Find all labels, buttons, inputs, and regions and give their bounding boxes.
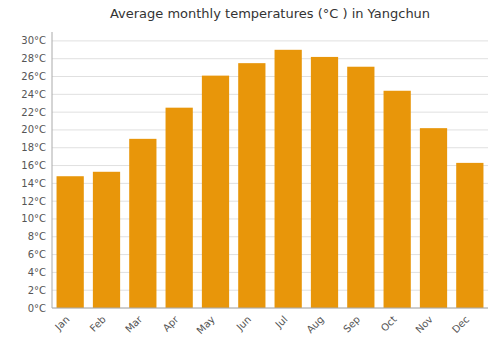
y-tick-label: 28°C bbox=[21, 53, 46, 64]
y-tick-label: 6°C bbox=[28, 249, 46, 260]
grid-line bbox=[52, 40, 488, 41]
bar bbox=[57, 176, 84, 308]
x-tick-label: Dec bbox=[450, 314, 471, 335]
x-tick-label: Jun bbox=[234, 314, 254, 334]
y-tick-label: 4°C bbox=[28, 267, 46, 278]
bar bbox=[238, 63, 265, 308]
x-tick-label: Oct bbox=[379, 314, 399, 334]
bar bbox=[275, 50, 302, 308]
y-axis-line bbox=[52, 32, 53, 308]
bar bbox=[420, 128, 447, 308]
y-tick-label: 20°C bbox=[21, 124, 46, 135]
y-tick-label: 26°C bbox=[21, 71, 46, 82]
y-tick-label: 18°C bbox=[21, 142, 46, 153]
chart: Average monthly temperatures (°C ) in Ya… bbox=[0, 0, 500, 350]
y-tick-label: 16°C bbox=[21, 160, 46, 171]
bar bbox=[129, 139, 156, 308]
y-tick-label: 12°C bbox=[21, 196, 46, 207]
x-tick-label: Jul bbox=[273, 314, 290, 331]
grid-line bbox=[52, 94, 488, 95]
x-axis-line bbox=[52, 308, 488, 309]
y-tick-label: 10°C bbox=[21, 213, 46, 224]
y-tick-label: 8°C bbox=[28, 231, 46, 242]
grid-line bbox=[52, 58, 488, 59]
bar bbox=[456, 163, 483, 308]
x-tick-label: May bbox=[195, 314, 217, 336]
chart-container: Average monthly temperatures (°C ) in Ya… bbox=[0, 0, 500, 350]
grid bbox=[52, 41, 488, 308]
bar bbox=[202, 76, 229, 308]
grid-line bbox=[52, 112, 488, 113]
y-tick-label: 24°C bbox=[21, 89, 46, 100]
grid-line bbox=[52, 308, 488, 309]
y-tick-label: 30°C bbox=[21, 35, 46, 46]
x-tick-label: Apr bbox=[161, 313, 182, 334]
x-tick-label: Jan bbox=[52, 314, 71, 333]
bar bbox=[166, 108, 193, 308]
y-tick-label: 2°C bbox=[28, 285, 46, 296]
bar bbox=[311, 57, 338, 308]
bar bbox=[93, 172, 120, 308]
grid-line bbox=[52, 76, 488, 77]
x-tick-label: Sep bbox=[341, 314, 362, 335]
y-tick-label: 14°C bbox=[21, 178, 46, 189]
x-tick-label: Nov bbox=[413, 314, 435, 336]
bar bbox=[384, 91, 411, 308]
x-tick-label: Aug bbox=[304, 314, 326, 336]
y-tick-label: 22°C bbox=[21, 107, 46, 118]
x-tick-label: Feb bbox=[88, 314, 108, 334]
bar bbox=[347, 67, 374, 308]
title: Average monthly temperatures (°C ) in Ya… bbox=[110, 6, 430, 21]
x-tick-label: Mar bbox=[123, 313, 145, 335]
y-tick-label: 0°C bbox=[28, 303, 46, 314]
bars bbox=[57, 50, 484, 308]
